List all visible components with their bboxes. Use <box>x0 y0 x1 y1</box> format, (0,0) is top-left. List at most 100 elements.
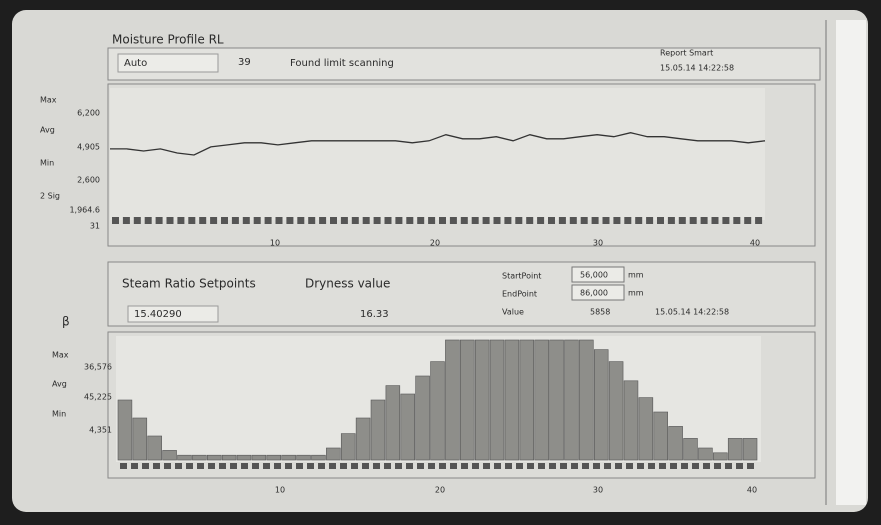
status-cell <box>241 463 248 469</box>
status-cell <box>385 217 392 224</box>
bottom-left-label: Max <box>52 351 69 360</box>
bottom-x-label: 30 <box>593 486 603 495</box>
status-cell <box>296 463 303 469</box>
status-cell <box>648 463 655 469</box>
status-cell <box>755 217 762 224</box>
bottom-left-label: 36,576 <box>84 363 112 372</box>
start-label: StartPoint <box>502 272 541 281</box>
value-label: Value <box>502 308 524 317</box>
status-cell <box>624 217 631 224</box>
status-cell <box>428 463 435 469</box>
histogram-bar <box>416 376 430 460</box>
histogram-bar <box>297 455 311 460</box>
status-cell <box>297 217 304 224</box>
histogram-bar <box>565 340 579 460</box>
status-cell <box>167 217 174 224</box>
status-cell <box>221 217 228 224</box>
start-unit: mm <box>628 271 644 280</box>
top-left-label: 31 <box>90 222 100 231</box>
report-label: Report Smart <box>660 49 713 58</box>
end-value: 86,000 <box>580 289 608 298</box>
histogram-bar <box>654 412 668 460</box>
count: 39 <box>238 57 251 68</box>
status-cell <box>526 217 533 224</box>
status-cell <box>197 463 204 469</box>
status-cell <box>351 463 358 469</box>
status-cell <box>681 463 688 469</box>
status-cell <box>538 463 545 469</box>
status-cell <box>515 217 522 224</box>
page: { "header": { "title": "Moisture Profile… <box>0 0 881 525</box>
status-cell <box>276 217 283 224</box>
status-cell <box>329 463 336 469</box>
status-cell <box>736 463 743 469</box>
top-left-label: Max <box>40 96 57 105</box>
status-cell <box>318 463 325 469</box>
dryness-label: Dryness value <box>305 277 390 291</box>
status-cell <box>219 463 226 469</box>
histogram-bar <box>431 362 445 460</box>
status-cell <box>145 217 152 224</box>
status-cell <box>670 463 677 469</box>
status-cell <box>417 217 424 224</box>
status-cell <box>439 463 446 469</box>
histogram-bar <box>624 381 638 460</box>
status-cell <box>341 217 348 224</box>
dryness-value: 16.33 <box>360 309 389 320</box>
status-cell <box>581 217 588 224</box>
histogram-bar <box>535 340 549 460</box>
end-unit: mm <box>628 289 644 298</box>
status-cell <box>374 217 381 224</box>
histogram-bar <box>252 455 266 460</box>
top-x-label: 20 <box>430 239 440 248</box>
status-cell <box>164 463 171 469</box>
histogram-bar <box>594 350 608 460</box>
status-cell <box>252 463 259 469</box>
histogram-bar <box>341 434 355 460</box>
top-plot <box>110 88 765 220</box>
status-cell <box>265 217 272 224</box>
status-cell <box>560 463 567 469</box>
status-cell <box>175 463 182 469</box>
histogram-bar <box>475 340 489 460</box>
status-cell <box>340 463 347 469</box>
histogram-bar <box>550 340 564 460</box>
status-cell <box>712 217 719 224</box>
status-cell <box>417 463 424 469</box>
top-left-label: 2,600 <box>77 176 100 185</box>
status-cell <box>549 463 556 469</box>
status-cell <box>483 217 490 224</box>
status-cell <box>701 217 708 224</box>
histogram-bar <box>505 340 519 460</box>
status-cell <box>156 217 163 224</box>
status-cell <box>112 217 119 224</box>
status-cell <box>592 217 599 224</box>
status-cell <box>494 463 501 469</box>
status-cell <box>186 463 193 469</box>
bottom-x-label: 10 <box>275 486 285 495</box>
status-cell <box>582 463 589 469</box>
status-cell <box>615 463 622 469</box>
status-cell <box>483 463 490 469</box>
status-cell <box>516 463 523 469</box>
status-cell <box>210 217 217 224</box>
status-cell <box>703 463 710 469</box>
status-cell <box>537 217 544 224</box>
top-x-label: 30 <box>593 239 603 248</box>
histogram-bar <box>609 362 623 460</box>
status-cell <box>352 217 359 224</box>
top-left-label: 4,905 <box>77 143 100 152</box>
status-cell <box>657 217 664 224</box>
status-cell <box>527 463 534 469</box>
bottom-x-label: 40 <box>747 486 757 495</box>
status-cell <box>679 217 686 224</box>
histogram-bar <box>401 394 415 460</box>
status-cell <box>373 463 380 469</box>
status-cell <box>254 217 261 224</box>
status-cell <box>494 217 501 224</box>
status-cell <box>123 217 130 224</box>
status-cell <box>692 463 699 469</box>
title: Moisture Profile RL <box>112 33 224 47</box>
status-cell <box>120 463 127 469</box>
status-cell <box>450 463 457 469</box>
